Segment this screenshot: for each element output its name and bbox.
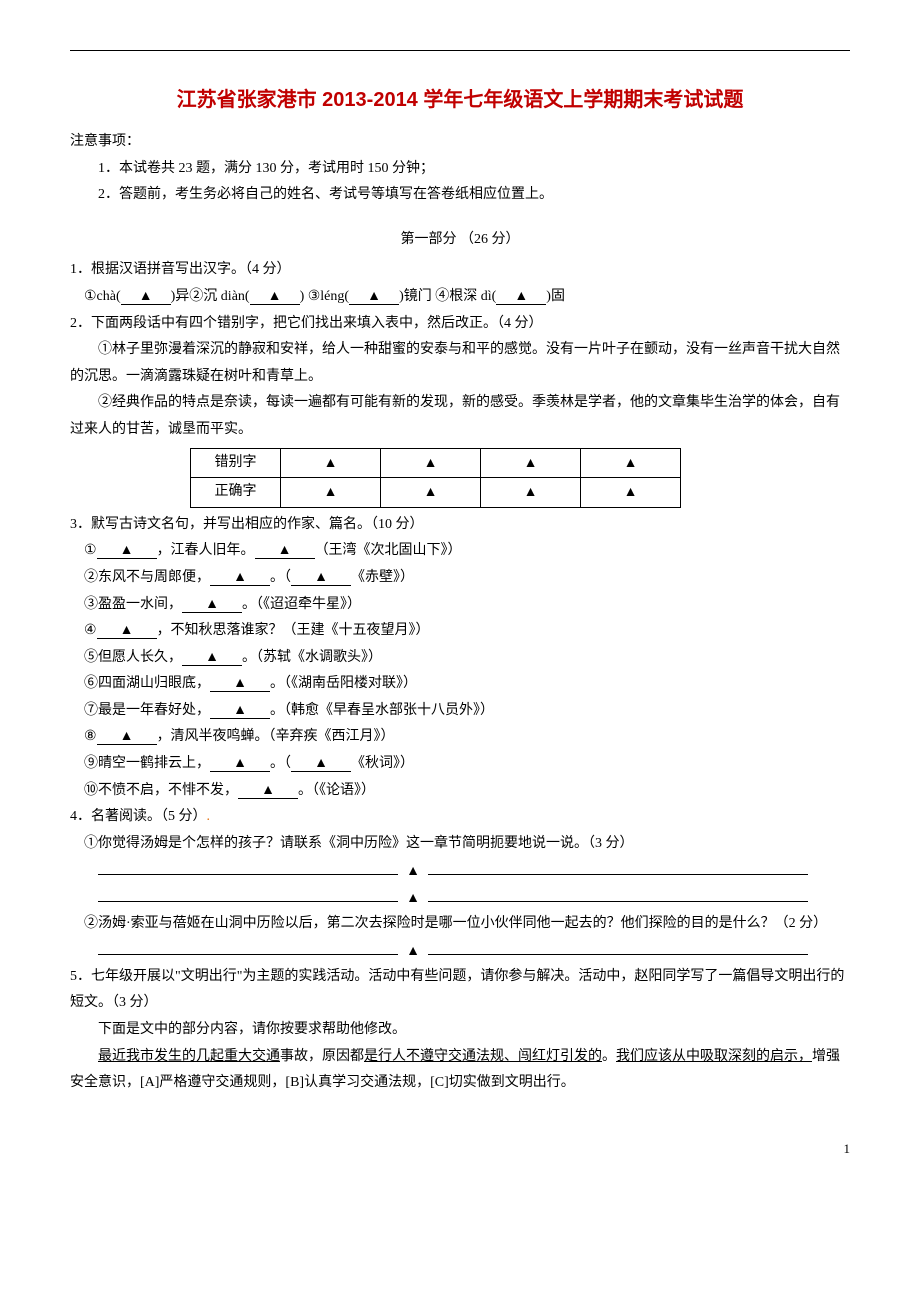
q2-p2: ②经典作品的特点是奈读，每读一遍都有可能有新的发现，新的感受。季羡林是学者，他的… [70,390,850,443]
correction-table: 错别字 ▲ ▲ ▲ ▲ 正确字 ▲ ▲ ▲ ▲ [190,448,681,508]
blank: ▲ [182,649,242,666]
blank: ▲ [291,569,351,586]
q1: 1．根据汉语拼音写出汉字。（4 分） [70,257,850,284]
q3-7: ⑦最是一年春好处，▲。（韩愈《早春呈水部张十八员外》） [70,698,850,725]
blank: ▲ [255,542,315,559]
blank: ▲ [496,288,546,305]
page-number: 1 [70,1137,850,1162]
top-rule [70,50,850,51]
right-label: 正确字 [191,478,281,508]
q1-b: )异②沉 diàn( [171,289,250,304]
q2: 2．下面两段话中有四个错别字，把它们找出来填入表中，然后改正。（4 分） [70,311,850,338]
table-row: 错别字 ▲ ▲ ▲ ▲ [191,448,681,478]
cell: ▲ [281,448,381,478]
answer-line: ▲ [98,937,822,964]
blank: ▲ [121,288,171,305]
blank: ▲ [210,702,270,719]
blank: ▲ [182,596,242,613]
q1-a: ①chà( [84,289,121,304]
blank: ▲ [238,782,298,799]
cell: ▲ [381,448,481,478]
cell: ▲ [481,478,581,508]
blank: ▲ [250,288,300,305]
q5-p2: 最近我市发生的几起重大交通事故，原因都是行人不遵守交通法规、闯红灯引发的。我们应… [70,1044,850,1097]
blank: ▲ [291,755,351,772]
notice-label: 注意事项： [70,129,850,156]
cell: ▲ [381,478,481,508]
cell: ▲ [281,478,381,508]
dot-icon: . [207,809,211,824]
q4-2: ②汤姆·索亚与蓓姬在山洞中历险以后，第二次去探险时是哪一位小伙伴同他一起去的？他… [70,911,850,938]
q3-2: ②东风不与周郎便，▲。（▲《赤壁》） [70,565,850,592]
q4: 4．名著阅读。（5 分）. [70,804,850,831]
answer-line: ▲ [98,884,822,911]
q5: 5．七年级开展以"文明出行"为主题的实践活动。活动中有些问题，请你参与解决。活动… [70,964,850,1017]
q3-6: ⑥四面湖山归眼底，▲。（《湖南岳阳楼对联》） [70,671,850,698]
exam-title: 江苏省张家港市 2013-2014 学年七年级语文上学期期末考试试题 [70,81,850,119]
table-row: 正确字 ▲ ▲ ▲ ▲ [191,478,681,508]
cell: ▲ [581,478,681,508]
q1-items: ①chà(▲)异②沉 diàn(▲) ③léng(▲)镜门 ④根深 dì(▲)固 [70,284,850,311]
blank: ▲ [97,622,157,639]
answer-line: ▲ [98,857,822,884]
q4-1: ①你觉得汤姆是个怎样的孩子？请联系《洞中历险》这一章节简明扼要地说一说。（3 分… [70,831,850,858]
q2-p1: ①林子里弥漫着深沉的静寂和安祥，给人一种甜蜜的安泰与和平的感觉。没有一片叶子在颤… [70,337,850,390]
part1-heading: 第一部分 （26 分） [70,227,850,254]
q3-3: ③盈盈一水间，▲。（《迢迢牵牛星》） [70,592,850,619]
blank: ▲ [210,569,270,586]
q1-e: )固 [546,289,565,304]
q3-9: ⑨晴空一鹤排云上，▲。（▲《秋词》） [70,751,850,778]
blank: ▲ [210,755,270,772]
cell: ▲ [481,448,581,478]
cell: ▲ [581,448,681,478]
wrong-label: 错别字 [191,448,281,478]
notice-1: 1．本试卷共 23 题，满分 130 分，考试用时 150 分钟； [70,156,850,183]
q1-c: ) ③léng( [300,289,349,304]
q3-5: ⑤但愿人长久，▲。（苏轼《水调歌头》） [70,645,850,672]
q3: 3．默写古诗文名句，并写出相应的作家、篇名。（10 分） [70,512,850,539]
blank: ▲ [349,288,399,305]
blank: ▲ [97,728,157,745]
q3-10: ⑩不愤不启，不悱不发，▲。（《论语》） [70,778,850,805]
q3-1: ①▲，江春人旧年。▲（王湾《次北固山下》） [70,538,850,565]
blank: ▲ [97,542,157,559]
q3-8: ⑧▲，清风半夜鸣蝉。（辛弃疾《西江月》） [70,724,850,751]
blank: ▲ [210,675,270,692]
notice-2: 2．答题前，考生务必将自己的姓名、考试号等填写在答卷纸相应位置上。 [70,182,850,209]
q1-d: )镜门 ④根深 dì( [399,289,496,304]
q5-p1: 下面是文中的部分内容，请你按要求帮助他修改。 [70,1017,850,1044]
q3-4: ④▲，不知秋思落谁家？（王建《十五夜望月》） [70,618,850,645]
